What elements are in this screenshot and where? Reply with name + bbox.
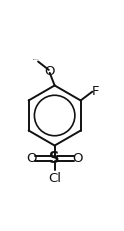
Text: F: F bbox=[91, 85, 99, 98]
Text: O: O bbox=[45, 65, 55, 78]
Text: methoxy: methoxy bbox=[33, 59, 39, 60]
Text: S: S bbox=[49, 151, 60, 166]
Text: O: O bbox=[26, 152, 37, 165]
Text: Cl: Cl bbox=[48, 172, 61, 185]
Text: O: O bbox=[72, 152, 83, 165]
